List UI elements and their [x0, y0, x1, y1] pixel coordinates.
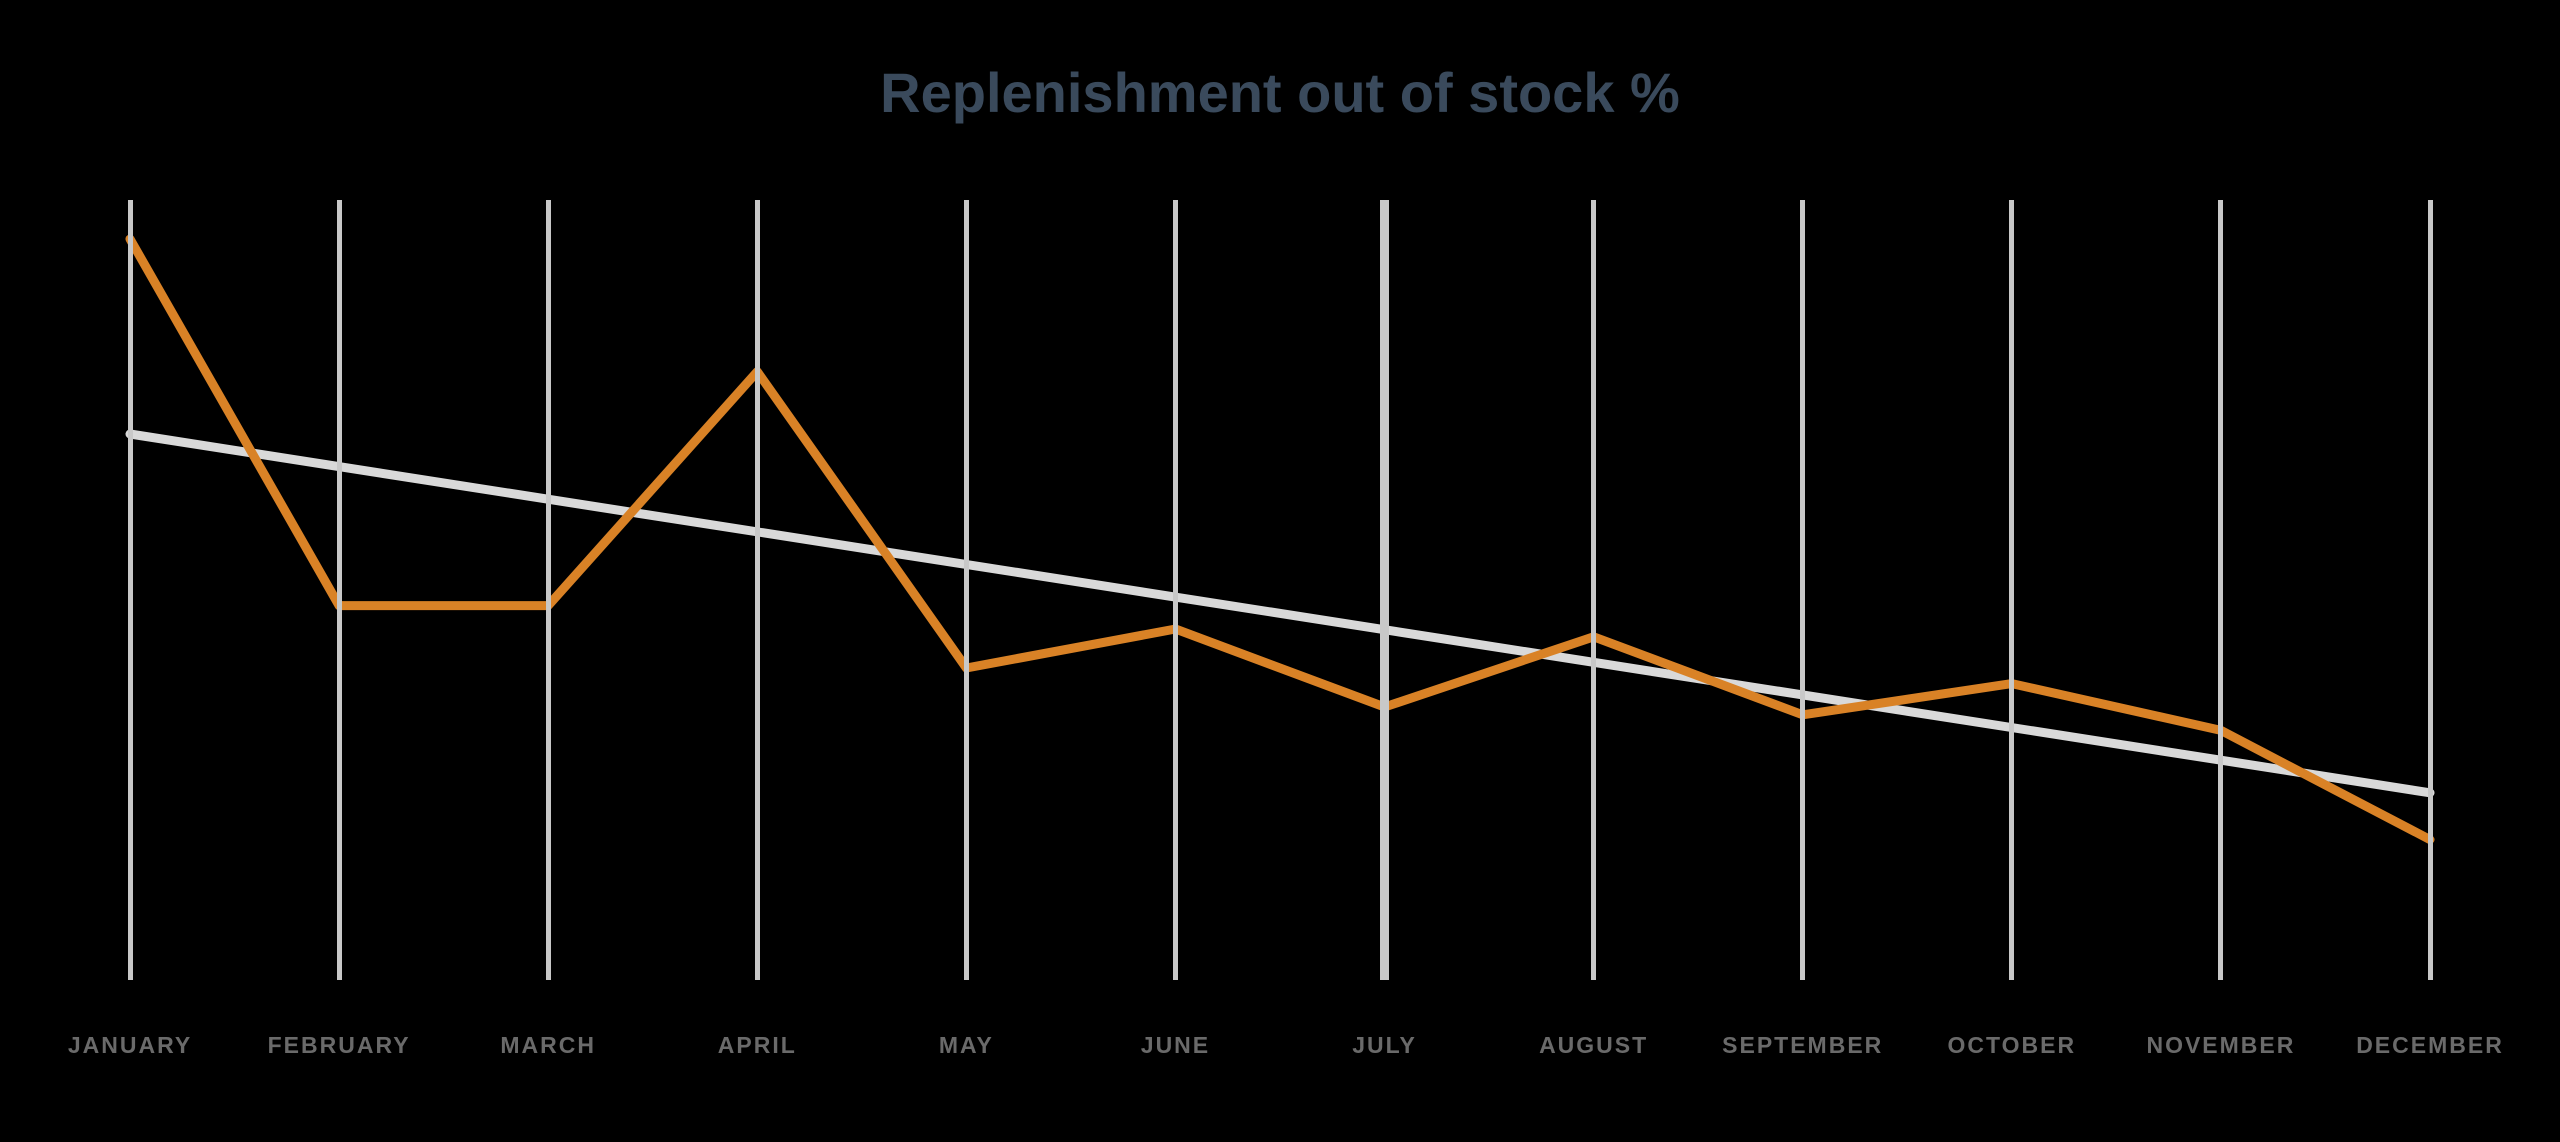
- gridline: [2428, 200, 2433, 980]
- gridline: [2218, 200, 2223, 980]
- x-axis-label: JUNE: [1141, 1032, 1210, 1059]
- gridline: [2009, 200, 2014, 980]
- gridline: [337, 200, 342, 980]
- x-axis-label: MAY: [939, 1032, 994, 1059]
- line-chart: Replenishment out of stock % JANUARYFEBR…: [0, 0, 2560, 1142]
- x-axis-label: SEPTEMBER: [1722, 1032, 1883, 1059]
- x-axis-label: APRIL: [718, 1032, 797, 1059]
- x-axis-label: JULY: [1352, 1032, 1417, 1059]
- series-out_of_stock_pct: [130, 239, 2430, 840]
- gridline: [1380, 200, 1389, 980]
- gridline: [128, 200, 133, 980]
- x-axis-label: DECEMBER: [2356, 1032, 2504, 1059]
- x-axis-label: NOVEMBER: [2146, 1032, 2295, 1059]
- gridline: [546, 200, 551, 980]
- x-axis-label: JANUARY: [68, 1032, 192, 1059]
- gridline: [964, 200, 969, 980]
- x-axis-label: AUGUST: [1539, 1032, 1648, 1059]
- gridline: [1591, 200, 1596, 980]
- chart-svg: [130, 200, 2430, 980]
- x-axis-label: MARCH: [500, 1032, 596, 1059]
- x-axis-label: OCTOBER: [1948, 1032, 2077, 1059]
- trendline: [130, 434, 2430, 793]
- x-axis-label: FEBRUARY: [268, 1032, 411, 1059]
- gridline: [1800, 200, 1805, 980]
- gridline: [1173, 200, 1178, 980]
- gridline: [755, 200, 760, 980]
- plot-area: JANUARYFEBRUARYMARCHAPRILMAYJUNEJULYAUGU…: [130, 200, 2430, 980]
- chart-title: Replenishment out of stock %: [0, 60, 2560, 125]
